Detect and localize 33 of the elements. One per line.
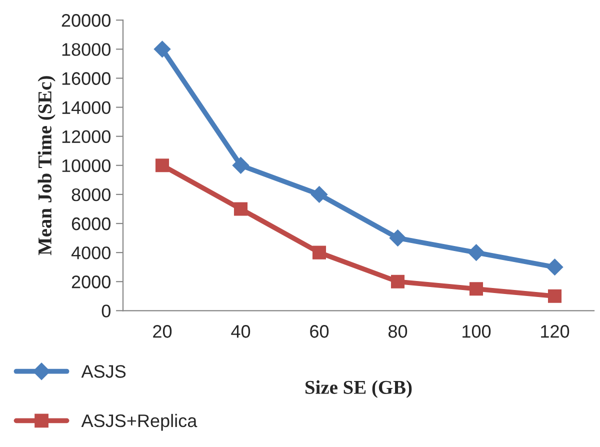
- y-tick-label: 6000: [72, 217, 110, 230]
- x-tick-label: 40: [231, 325, 250, 338]
- x-tick-label: 20: [153, 325, 172, 338]
- y-tick-label: 18000: [62, 43, 110, 56]
- point: [469, 282, 484, 296]
- point: [232, 157, 250, 174]
- legend-label: ASJS+Replica: [81, 414, 198, 431]
- y-tick-label: 14000: [62, 101, 110, 114]
- legend-label: ASJS: [81, 365, 126, 378]
- point: [310, 186, 328, 203]
- point: [389, 230, 406, 246]
- x-tick-label: 80: [388, 325, 408, 338]
- y-tick-label: 16000: [62, 72, 110, 85]
- x-axis-title: Size SE (GB): [306, 380, 412, 398]
- y-tick-label: 20000: [62, 14, 110, 27]
- y-tick-label: 12000: [62, 130, 110, 144]
- point: [155, 158, 170, 172]
- point: [390, 274, 405, 288]
- x-tick-label: 60: [310, 325, 329, 338]
- y-tick-label: 4000: [71, 246, 110, 260]
- y-tick-label: 8000: [72, 188, 110, 202]
- y-tick-label: 10000: [62, 159, 110, 172]
- point: [546, 258, 564, 276]
- y-tick-label: 2000: [72, 276, 110, 288]
- point: [154, 40, 171, 58]
- point: [234, 202, 248, 216]
- x-tick-label: 120: [541, 325, 570, 338]
- y-tick-label: 0: [102, 304, 110, 318]
- point: [468, 244, 485, 261]
- point: [312, 246, 326, 260]
- point: [548, 289, 562, 303]
- y-axis-title: Mean Job Time (SEc): [38, 76, 56, 256]
- x-tick-label: 100: [462, 325, 491, 338]
